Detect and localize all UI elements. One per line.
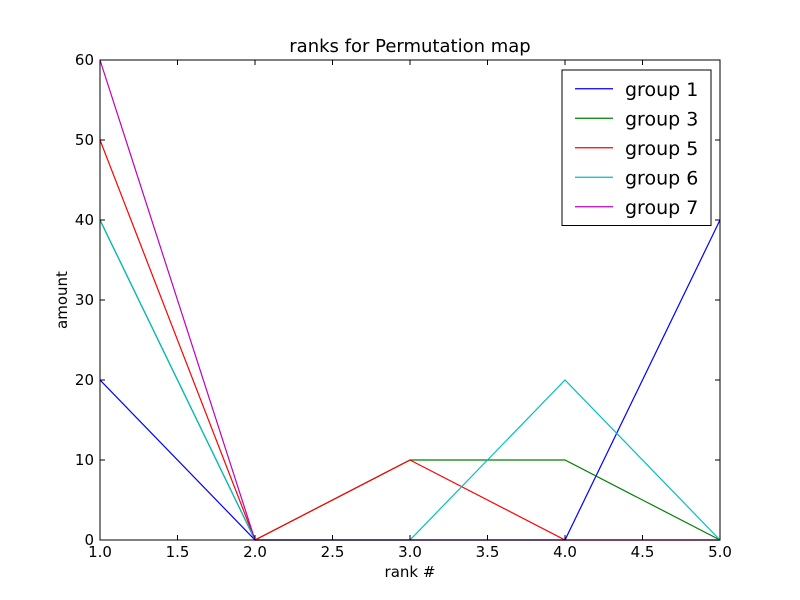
- x-tick-label: 4.5: [631, 543, 655, 561]
- x-tick-label: 5.0: [708, 543, 732, 561]
- x-axis-label: rank #: [385, 563, 436, 581]
- legend-label: group 7: [625, 197, 698, 219]
- x-tick-label: 2.0: [243, 543, 267, 561]
- x-tick-label: 3.0: [398, 543, 422, 561]
- y-axis-label: amount: [53, 271, 71, 329]
- chart-title: ranks for Permutation map: [289, 36, 530, 57]
- y-tick-label: 10: [75, 451, 94, 469]
- y-tick-label: 20: [75, 371, 94, 389]
- y-tick-label: 40: [75, 211, 94, 229]
- y-tick-label: 50: [75, 131, 94, 149]
- ticks-layer: 1.0 1.5 2.0 2.5 3.0 3.5 4.0 4.5 5.0 0 10 20 30 40 50 60: [75, 51, 732, 561]
- legend: group 1 group 3 group 5 group 6 group 7: [561, 69, 712, 226]
- y-tick-label: 30: [75, 291, 94, 309]
- y-tick-label: 60: [75, 51, 94, 69]
- x-tick-label: 4.0: [553, 543, 577, 561]
- x-tick-label: 3.5: [476, 543, 500, 561]
- x-tick-label: 1.5: [166, 543, 190, 561]
- x-tick-label: 1.0: [88, 543, 112, 561]
- legend-label: group 3: [625, 108, 698, 130]
- legend-label: group 6: [625, 167, 698, 189]
- x-tick-label: 2.5: [321, 543, 345, 561]
- y-tick-label: 0: [84, 531, 94, 549]
- legend-label: group 1: [625, 79, 698, 101]
- legend-label: group 5: [625, 138, 698, 160]
